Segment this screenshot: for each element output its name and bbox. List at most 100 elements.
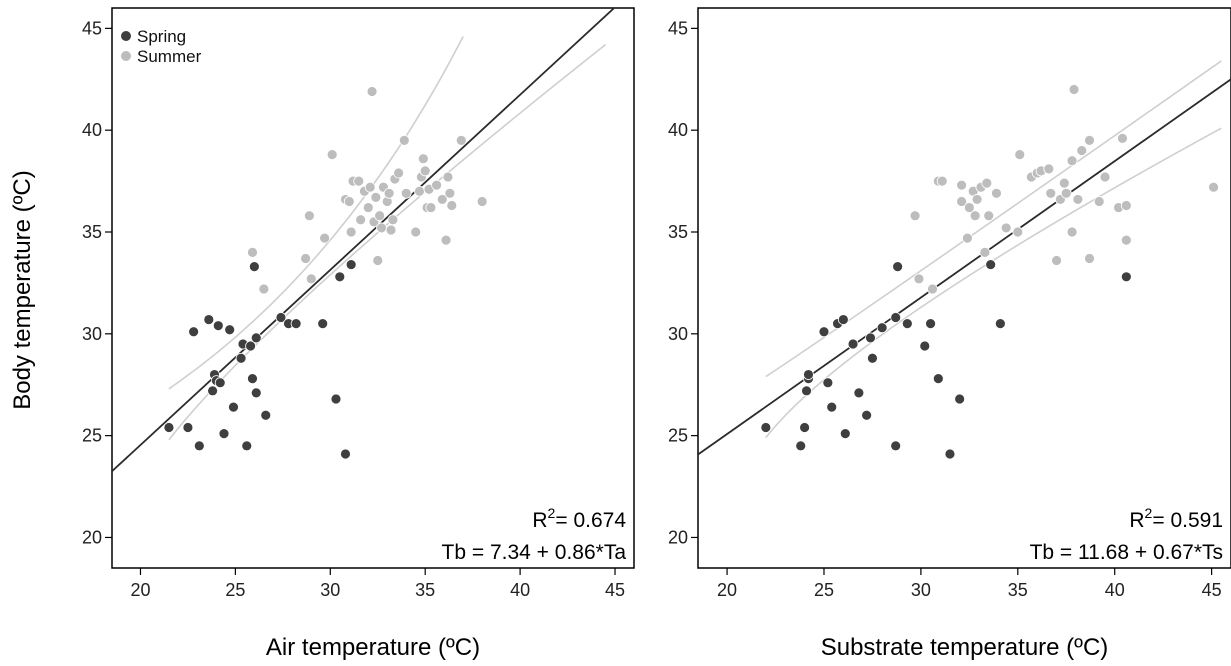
spring-point (901, 318, 913, 330)
spring-point (822, 377, 834, 389)
x-tick-label: 30 (320, 580, 340, 600)
summer-point (1051, 255, 1062, 266)
r-squared-label: R2= 0.674 (532, 505, 626, 532)
summer-point (372, 255, 384, 266)
x-axis-title: Air temperature (ºC) (266, 634, 480, 661)
summer-point (1120, 200, 1132, 211)
x-tick-label: 45 (605, 580, 625, 600)
plot-frame (111, 7, 635, 569)
summer-point (913, 273, 925, 285)
spring-point (795, 440, 807, 452)
legend-marker-summer (121, 51, 131, 61)
summer-point (1120, 234, 1132, 246)
summer-point (393, 167, 405, 179)
summer-point (1060, 187, 1072, 199)
spring-point (994, 318, 1006, 330)
ci-lower-line (765, 127, 1222, 439)
x-tick-label: 35 (1008, 580, 1028, 600)
ci-lower-line (168, 44, 607, 441)
y-tick-label: 30 (82, 324, 102, 344)
spring-point (193, 440, 205, 452)
summer-point (1208, 181, 1219, 193)
spring-point (876, 322, 888, 334)
plot-frame (697, 7, 1231, 569)
spring-point (890, 312, 902, 323)
spring-point (345, 259, 357, 270)
ci-upper-line (765, 60, 1222, 378)
regression-line (698, 78, 1231, 456)
spring-point (801, 385, 812, 397)
summer-point (353, 175, 365, 187)
x-tick-label: 25 (814, 580, 834, 600)
spring-point (826, 401, 838, 413)
summer-point (304, 210, 315, 222)
x-tick-label: 30 (911, 580, 931, 600)
plot-area (112, 8, 616, 472)
summer-point (419, 165, 431, 177)
summer-point (383, 187, 395, 199)
spring-point (247, 373, 258, 385)
y-tick-label: 25 (82, 426, 102, 446)
spring-point (853, 387, 865, 399)
y-axis-title: Body temperature (ºC) (9, 170, 36, 410)
summer-point (374, 210, 386, 222)
y-tick-label: 20 (668, 527, 688, 547)
summer-point (1058, 177, 1070, 189)
spring-point (803, 369, 814, 380)
y-tick-label: 30 (668, 324, 688, 344)
y-tick-label: 40 (668, 120, 688, 140)
spring-point (932, 373, 944, 385)
summer-point (963, 202, 975, 213)
x-axis-title: Substrate temperature (ºC) (821, 634, 1109, 661)
spring-point (218, 428, 230, 440)
summer-point (300, 253, 312, 264)
summer-point (376, 222, 387, 234)
summer-point (1012, 226, 1024, 238)
summer-point (909, 210, 921, 222)
summer-point (355, 214, 367, 226)
summer-point (1000, 222, 1012, 234)
summer-point (1117, 132, 1128, 144)
summer-point (1099, 171, 1111, 183)
summer-point (1093, 196, 1105, 207)
spring-point (892, 261, 904, 273)
summer-point (1045, 187, 1057, 199)
summer-point (366, 86, 378, 97)
summer-point (1043, 163, 1055, 175)
summer-point (414, 185, 425, 197)
spring-point (250, 387, 262, 399)
spring-point (248, 261, 260, 273)
summer-point (417, 153, 429, 165)
summer-point (364, 181, 376, 193)
r-squared-superscript: 2 (1145, 505, 1153, 521)
legend-marker-spring (121, 31, 131, 41)
summer-point (1068, 84, 1080, 95)
spring-point (228, 401, 239, 413)
r-squared-label: R2= 0.591 (1129, 505, 1223, 532)
legend-label-summer: Summer (137, 47, 202, 66)
x-tick-label: 40 (1105, 580, 1125, 600)
summer-point (387, 214, 399, 226)
spring-point (290, 318, 302, 330)
spring-point (188, 326, 200, 338)
x-tick-label: 20 (717, 580, 737, 600)
r-squared-superscript: 2 (548, 505, 556, 521)
spring-point (250, 332, 262, 344)
summer-point (247, 246, 258, 258)
summer-point (1084, 253, 1095, 264)
ci-upper-line (168, 36, 464, 390)
summer-point (410, 226, 422, 238)
summer-point (476, 196, 488, 207)
summer-point (1084, 134, 1095, 146)
summer-point (927, 283, 938, 295)
summer-point (455, 134, 467, 146)
panel-substrate-temperature: 20 25 30 35 40 45 20 25 30 35 40 45 Substrate temper… (668, 7, 1231, 661)
spring-point (245, 340, 256, 352)
summer-point (436, 194, 448, 205)
spring-point (182, 422, 194, 433)
summer-point (400, 187, 412, 199)
legend-label-spring: Spring (137, 27, 186, 46)
spring-point (865, 332, 876, 344)
r-squared-value: = 0.591 (1152, 509, 1223, 532)
